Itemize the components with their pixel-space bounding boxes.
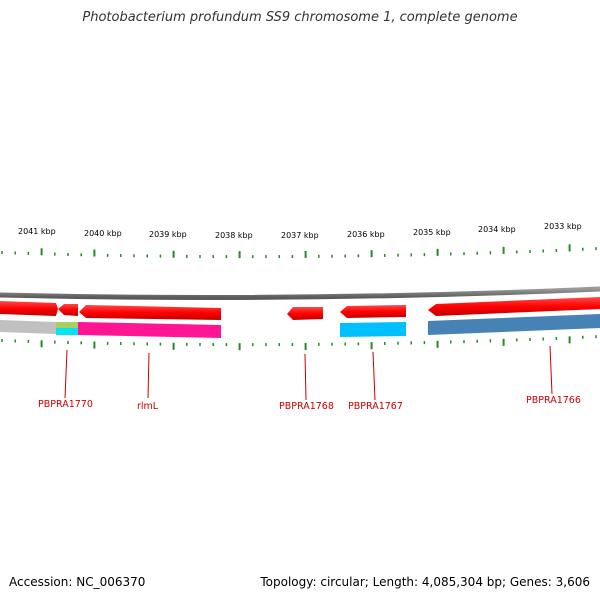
leader-pbpra1770 [64, 349, 68, 399]
cog-band [0, 314, 600, 338]
gene-label-pbpra1766[interactable]: PBPRA1766 [526, 395, 581, 406]
kbp-label: 2041 kbp [18, 227, 56, 236]
top-tick-marks [1, 244, 597, 259]
kbp-label: 2033 kbp [544, 222, 582, 231]
backbone-arc [0, 286, 600, 300]
kbp-label: 2036 kbp [347, 230, 385, 239]
gene-arrow-pbpra1766 [428, 297, 600, 316]
leader-rlml [147, 352, 150, 399]
gene-label-pbpra1768[interactable]: PBPRA1768 [279, 401, 334, 412]
cog-block-pbpra1766 [428, 314, 600, 335]
scale-labels: 2041 kbp 2040 kbp 2039 kbp 2038 kbp 2037… [18, 222, 582, 240]
cog-block-pbpra1770 [56, 328, 78, 335]
gene-arrow-rlml [79, 305, 221, 320]
kbp-label: 2038 kbp [215, 231, 253, 240]
leader-pbpra1768 [304, 353, 307, 401]
cog-block-pbpra1767 [340, 322, 406, 337]
leader-pbpra1766 [549, 345, 553, 395]
gene-label-pbpra1767[interactable]: PBPRA1767 [348, 401, 403, 412]
kbp-label: 2037 kbp [281, 231, 319, 240]
cog-block-pbpra1770-yellow [56, 322, 78, 328]
genome-summary-text: Topology: circular; Length: 4,085,304 bp… [260, 575, 590, 589]
label-leaders [64, 345, 553, 401]
kbp-label: 2039 kbp [149, 230, 187, 239]
kbp-label: 2034 kbp [478, 225, 516, 234]
kbp-label: 2035 kbp [413, 228, 451, 237]
gene-label-rlml[interactable]: rlmL [137, 401, 159, 412]
gene-arrows [0, 297, 600, 320]
cog-block-unclassified [0, 320, 56, 334]
gene-label-pbpra1770[interactable]: PBPRA1770 [38, 399, 93, 410]
gene-arrow-pbpra1768 [287, 307, 323, 320]
accession-text: Accession: NC_006370 [9, 575, 146, 589]
gene-arrow-pbpra1770 [58, 304, 78, 316]
cog-block-rlml [78, 322, 221, 338]
map-title: Photobacterium profundum SS9 chromosome … [82, 10, 518, 25]
gene-arrow-pbpra1767 [340, 305, 406, 318]
gene-arrow-left-edge [0, 301, 58, 316]
gene-labels: PBPRA1770 rlmL PBPRA1768 PBPRA1767 PBPRA… [38, 395, 581, 412]
leader-pbpra1767 [372, 351, 376, 401]
bottom-tick-marks [1, 335, 597, 351]
kbp-label: 2040 kbp [84, 229, 122, 238]
